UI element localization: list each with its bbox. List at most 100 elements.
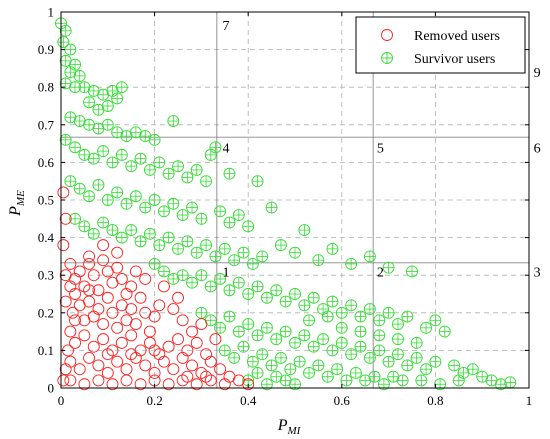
region-label-3: 3	[534, 265, 541, 280]
removed-user-point	[83, 250, 96, 263]
survivor-user-point	[120, 197, 133, 210]
removed-user-point	[120, 363, 133, 376]
removed-user-point	[148, 344, 161, 357]
point-circle	[59, 295, 72, 308]
survivor-user-point	[232, 276, 245, 289]
removed-user-point	[57, 239, 70, 252]
survivor-user-point	[373, 344, 386, 357]
survivor-user-point	[200, 239, 213, 252]
survivor-user-point	[265, 359, 278, 372]
point-circle	[101, 367, 114, 379]
removed-user-point	[92, 303, 105, 315]
point-circle	[59, 212, 72, 225]
survivor-user-point	[209, 141, 222, 154]
survivor-user-point	[148, 257, 161, 270]
survivor-user-point	[228, 351, 241, 364]
point-circle	[139, 273, 152, 285]
survivor-user-point	[392, 318, 404, 331]
point-circle	[97, 318, 110, 331]
point-circle	[106, 306, 119, 319]
survivor-user-point	[251, 175, 264, 188]
removed-user-point	[134, 291, 147, 304]
survivor-user-point	[204, 280, 217, 293]
point-circle	[125, 329, 138, 342]
x-axis-title: PMI	[277, 417, 302, 437]
region-label-1: 1	[222, 265, 229, 280]
survivor-user-point	[111, 186, 124, 199]
survivor-user-point	[64, 43, 77, 56]
survivor-user-point	[101, 100, 114, 112]
survivor-user-point	[326, 344, 339, 357]
survivor-user-point	[256, 348, 269, 361]
survivor-user-point	[69, 58, 81, 71]
point-circle	[162, 340, 175, 353]
survivor-user-point	[237, 246, 250, 259]
x-tick-label: 0.2	[146, 393, 162, 408]
survivor-user-point	[401, 359, 414, 372]
point-circle	[204, 355, 217, 368]
y-tick-label: 0.6	[38, 155, 55, 170]
removed-user-point	[186, 325, 198, 338]
point-circle	[101, 291, 114, 304]
removed-user-point	[129, 318, 142, 331]
survivor-user-point	[237, 340, 250, 353]
survivor-user-point	[83, 190, 96, 203]
survivor-user-point	[218, 242, 231, 255]
survivor-user-point	[363, 250, 376, 263]
survivor-user-point	[139, 201, 152, 214]
point-circle	[73, 265, 86, 278]
removed-user-point	[78, 329, 91, 342]
survivor-user-point	[420, 363, 432, 376]
point-circle	[200, 370, 213, 383]
survivor-user-point	[73, 182, 86, 195]
survivor-user-point	[186, 201, 198, 214]
survivor-user-point	[326, 295, 339, 308]
survivor-user-point	[265, 201, 278, 214]
point-circle	[101, 348, 114, 361]
survivor-user-point	[298, 224, 311, 237]
survivor-user-point	[368, 370, 381, 383]
survivor-user-point	[214, 321, 227, 334]
survivor-user-point	[97, 145, 110, 158]
survivor-user-point	[106, 156, 119, 169]
point-circle	[176, 351, 189, 364]
survivor-user-point	[228, 254, 241, 267]
y-tick-label: 0.9	[38, 42, 54, 57]
point-circle	[181, 370, 194, 383]
survivor-user-point	[251, 367, 264, 379]
survivor-user-point	[270, 333, 283, 346]
survivor-user-point	[504, 376, 517, 389]
survivor-user-point	[167, 115, 180, 127]
survivor-user-point	[223, 284, 236, 297]
removed-user-point	[176, 314, 189, 327]
survivor-user-point	[298, 299, 311, 312]
removed-user-point	[97, 318, 110, 331]
removed-user-point	[129, 351, 142, 364]
survivor-user-point	[209, 250, 222, 263]
survivor-user-point	[87, 227, 100, 240]
point-circle	[139, 359, 152, 372]
survivor-user-point	[345, 299, 358, 312]
survivor-user-point	[214, 205, 227, 218]
survivor-user-point	[200, 175, 213, 188]
survivor-user-point	[382, 306, 395, 319]
survivor-user-point	[64, 175, 77, 188]
point-circle	[129, 351, 142, 364]
removed-user-point	[73, 265, 86, 278]
point-circle	[195, 318, 208, 331]
legend-box	[355, 16, 526, 74]
survivor-user-point	[251, 329, 264, 342]
survivor-user-point	[195, 306, 208, 319]
survivor-user-point	[363, 351, 376, 364]
point-circle	[111, 355, 124, 368]
removed-user-point	[66, 306, 79, 319]
grid-lines	[61, 12, 529, 388]
survivor-user-point	[354, 325, 367, 338]
survivor-user-point	[335, 306, 348, 319]
survivor-user-point	[303, 314, 315, 327]
x-tick-label: 0.8	[427, 393, 443, 408]
survivor-user-point	[275, 351, 287, 364]
point-circle	[148, 310, 161, 323]
removed-user-point	[69, 314, 81, 327]
survivor-user-point	[101, 118, 114, 131]
